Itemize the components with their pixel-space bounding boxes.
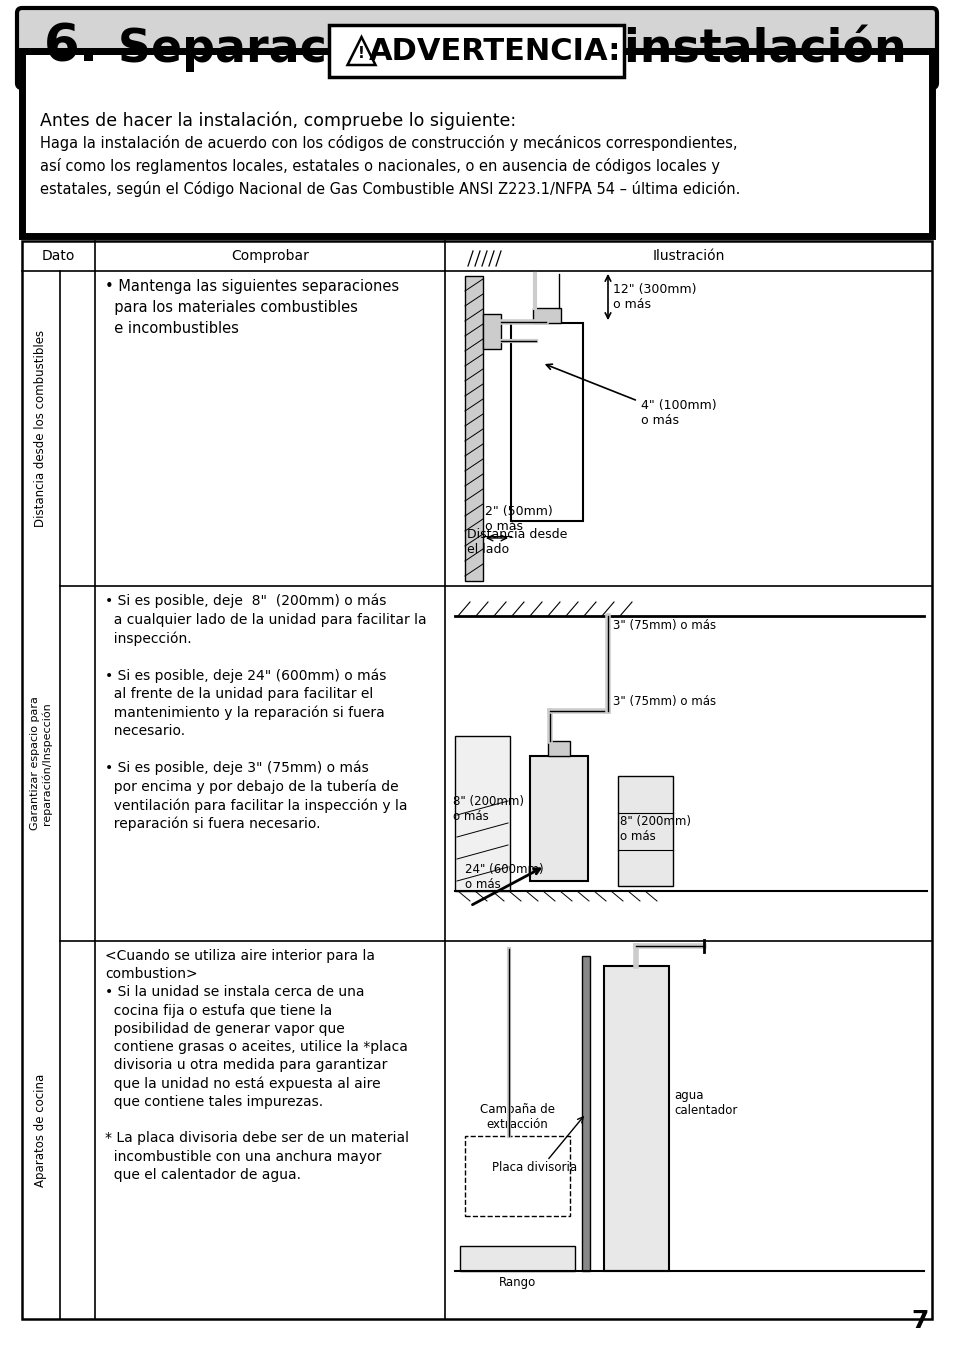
- FancyBboxPatch shape: [618, 775, 672, 886]
- Text: ADVERTENCIA:: ADVERTENCIA:: [369, 36, 620, 65]
- Text: Dato: Dato: [42, 249, 75, 263]
- Text: Antes de hacer la instalación, compruebe lo siguiente:: Antes de hacer la instalación, compruebe…: [40, 111, 516, 130]
- Text: 12" (300mm)
o más: 12" (300mm) o más: [613, 282, 696, 311]
- Text: !: !: [357, 46, 365, 61]
- Text: • Si es posible, deje  8"  (200mm) o más
  a cualquier lado de la unidad para fa: • Si es posible, deje 8" (200mm) o más a…: [105, 594, 426, 831]
- FancyBboxPatch shape: [329, 26, 624, 77]
- Text: 6.: 6.: [44, 23, 99, 73]
- Text: Comprobar: Comprobar: [231, 249, 309, 263]
- Text: 4" (100mm)
o más: 4" (100mm) o más: [640, 399, 716, 427]
- Text: 3" (75mm) o más: 3" (75mm) o más: [613, 694, 716, 708]
- Text: 3" (75mm) o más: 3" (75mm) o más: [613, 619, 716, 632]
- Text: Garantizar espacio para
reparación/Inspección: Garantizar espacio para reparación/Inspe…: [30, 697, 52, 831]
- Text: Distancia desde
el lado: Distancia desde el lado: [467, 528, 567, 557]
- FancyBboxPatch shape: [459, 1246, 575, 1271]
- FancyBboxPatch shape: [22, 51, 931, 236]
- Text: Ilustración: Ilustración: [652, 249, 724, 263]
- Text: 24" (600mm)
o más: 24" (600mm) o más: [464, 863, 543, 892]
- FancyBboxPatch shape: [581, 957, 589, 1271]
- Text: 8" (200mm)
o más: 8" (200mm) o más: [619, 815, 690, 843]
- FancyBboxPatch shape: [511, 323, 582, 521]
- Text: 7: 7: [911, 1309, 928, 1333]
- Text: Aparatos de cocina: Aparatos de cocina: [34, 1074, 48, 1186]
- Polygon shape: [347, 36, 375, 65]
- Text: Separaciones en la instalación: Separaciones en la instalación: [102, 24, 905, 72]
- Text: Distancia desde los combustibles: Distancia desde los combustibles: [34, 330, 48, 527]
- FancyBboxPatch shape: [533, 308, 560, 323]
- Text: Campaña de
extracción: Campaña de extracción: [479, 1102, 555, 1131]
- Text: Placa divisoria: Placa divisoria: [492, 1161, 577, 1174]
- Text: <Cuando se utiliza aire interior para la
combustion>
• Si la unidad se instala c: <Cuando se utiliza aire interior para la…: [105, 948, 409, 1182]
- FancyBboxPatch shape: [530, 757, 587, 881]
- FancyBboxPatch shape: [22, 240, 931, 1319]
- FancyBboxPatch shape: [547, 740, 569, 757]
- FancyBboxPatch shape: [482, 313, 500, 349]
- Text: • Mantenga las siguientes separaciones
  para los materiales combustibles
  e in: • Mantenga las siguientes separaciones p…: [105, 280, 398, 336]
- FancyBboxPatch shape: [455, 736, 510, 892]
- FancyBboxPatch shape: [603, 966, 668, 1271]
- FancyBboxPatch shape: [17, 8, 936, 88]
- Text: 8" (200mm)
o más: 8" (200mm) o más: [453, 794, 523, 823]
- Text: Rango: Rango: [498, 1275, 536, 1289]
- Text: 2" (50mm)
o más: 2" (50mm) o más: [484, 505, 552, 534]
- Text: agua
calentador: agua calentador: [673, 1089, 737, 1117]
- FancyBboxPatch shape: [464, 1136, 569, 1216]
- Text: Haga la instalación de acuerdo con los códigos de construcción y mecánicos corre: Haga la instalación de acuerdo con los c…: [40, 135, 740, 197]
- FancyBboxPatch shape: [464, 276, 482, 581]
